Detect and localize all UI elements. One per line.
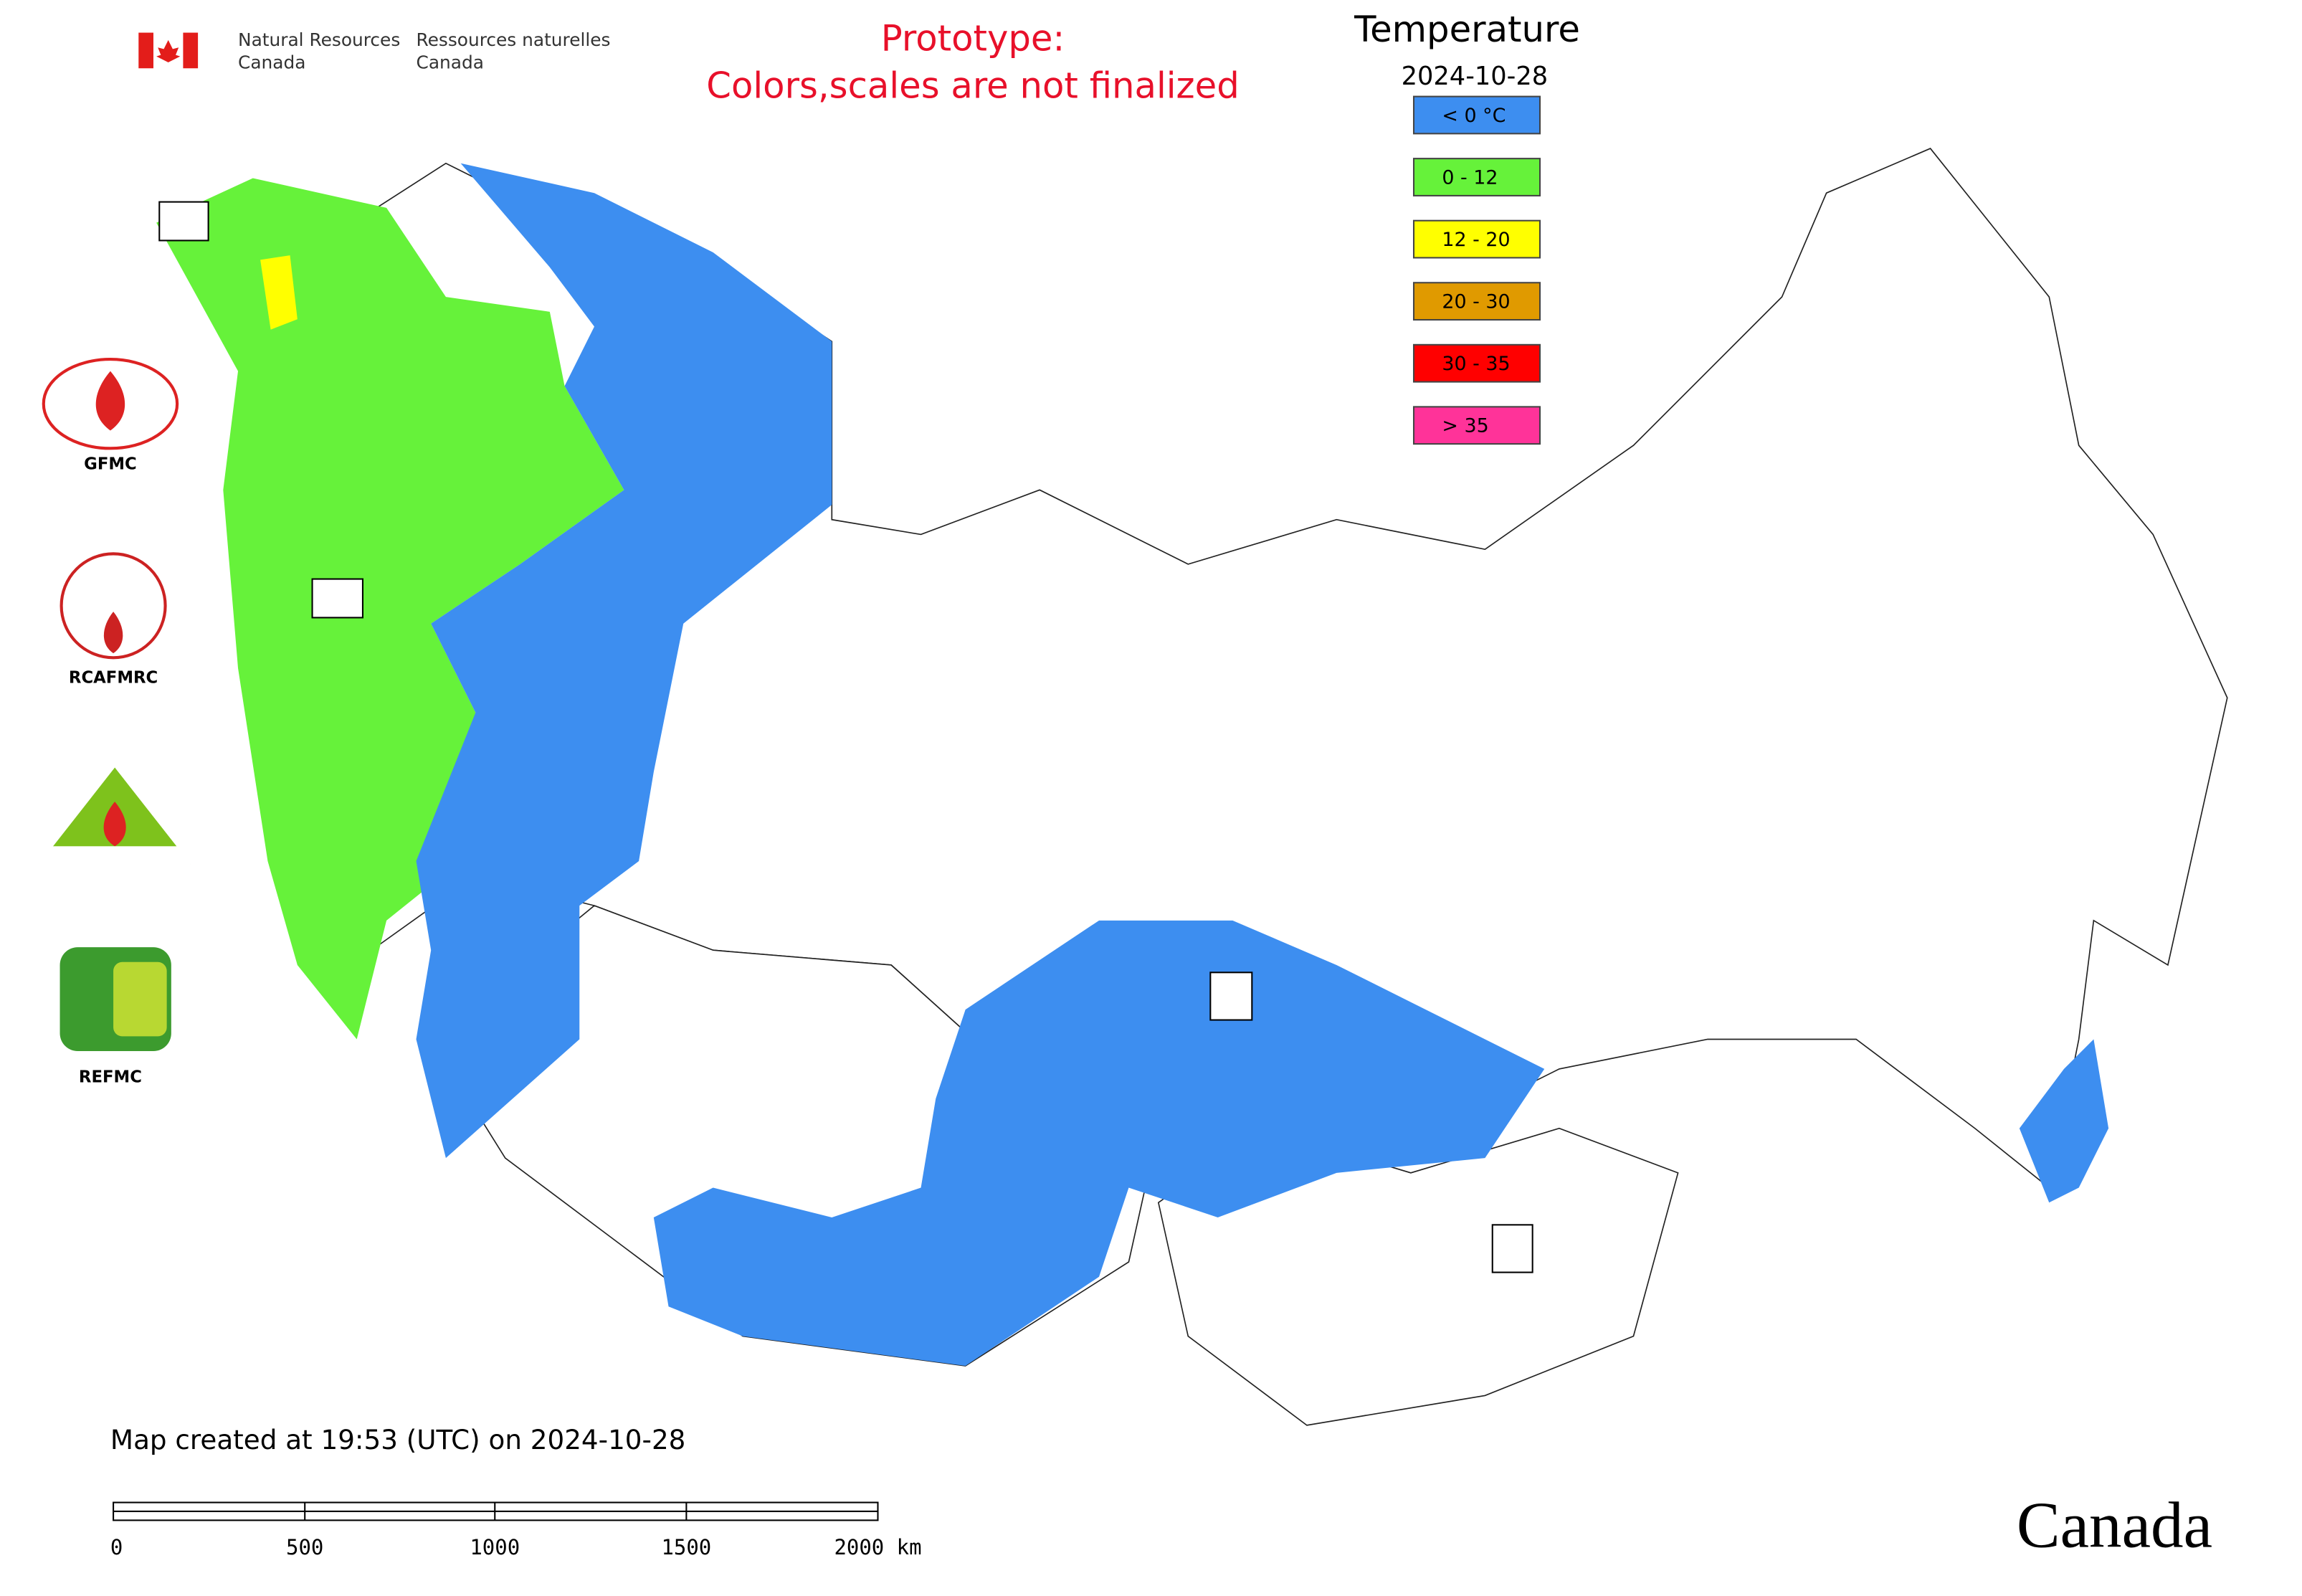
notice: Colors,scales are not finalized — [706, 65, 1239, 107]
logo-caption: GFMC — [84, 455, 137, 473]
legend-swatch — [1412, 343, 1541, 383]
legend-label: 30 - 35 — [1442, 353, 1510, 375]
scale-label: 1000 — [470, 1535, 520, 1559]
legend-swatch — [1412, 158, 1541, 196]
legend-swatch — [1412, 95, 1541, 135]
scale-label: 1500 — [661, 1535, 711, 1559]
temperature-area — [156, 178, 624, 1040]
agency-fr: Ressources naturelles — [417, 29, 611, 50]
temperature-area — [653, 920, 1545, 1367]
gc-signature — [138, 32, 199, 69]
created-note: Map created at 19:53 (UTC) on 2024-10-28 — [110, 1424, 685, 1455]
logo-caption: RCAFMRC — [69, 669, 158, 688]
map — [156, 148, 2228, 1426]
legend-label: 0 - 12 — [1442, 166, 1498, 189]
temperature-area — [2019, 1039, 2109, 1203]
canada-wordmark: Canada — [2017, 1489, 2212, 1562]
agency-fr: Canada — [417, 52, 484, 72]
legend-swatch — [1412, 406, 1541, 445]
legend-date: 2024-10-28 — [1402, 62, 1549, 91]
legend-label: > 35 — [1442, 415, 1488, 437]
notice: Prototype: — [881, 17, 1065, 59]
legend-swatch — [1412, 219, 1541, 259]
temperature-area — [416, 163, 832, 1159]
temperature-area — [260, 255, 298, 330]
legend: < 0 °C 0 - 12 12 - 20 20 - 30 30 - 35 > 35 — [1412, 95, 1541, 445]
logos: GFMC RCAFMRC REFMC — [39, 201, 1533, 1273]
legend-title: Temperature — [1354, 9, 1580, 50]
logo-caption: REFMC — [79, 1068, 142, 1087]
legend-label: 20 - 30 — [1442, 290, 1510, 313]
scale-bar — [113, 1501, 879, 1521]
scale-label: 500 — [286, 1535, 323, 1559]
agency-en: Natural Resources — [238, 29, 400, 50]
legend-swatch — [1412, 282, 1541, 321]
scale-label: 0 — [110, 1535, 123, 1559]
agency-en: Canada — [238, 52, 305, 72]
scale-label: 2000 km — [834, 1535, 921, 1559]
legend-label: 12 - 20 — [1442, 229, 1510, 251]
legend-label: < 0 °C — [1442, 105, 1506, 127]
